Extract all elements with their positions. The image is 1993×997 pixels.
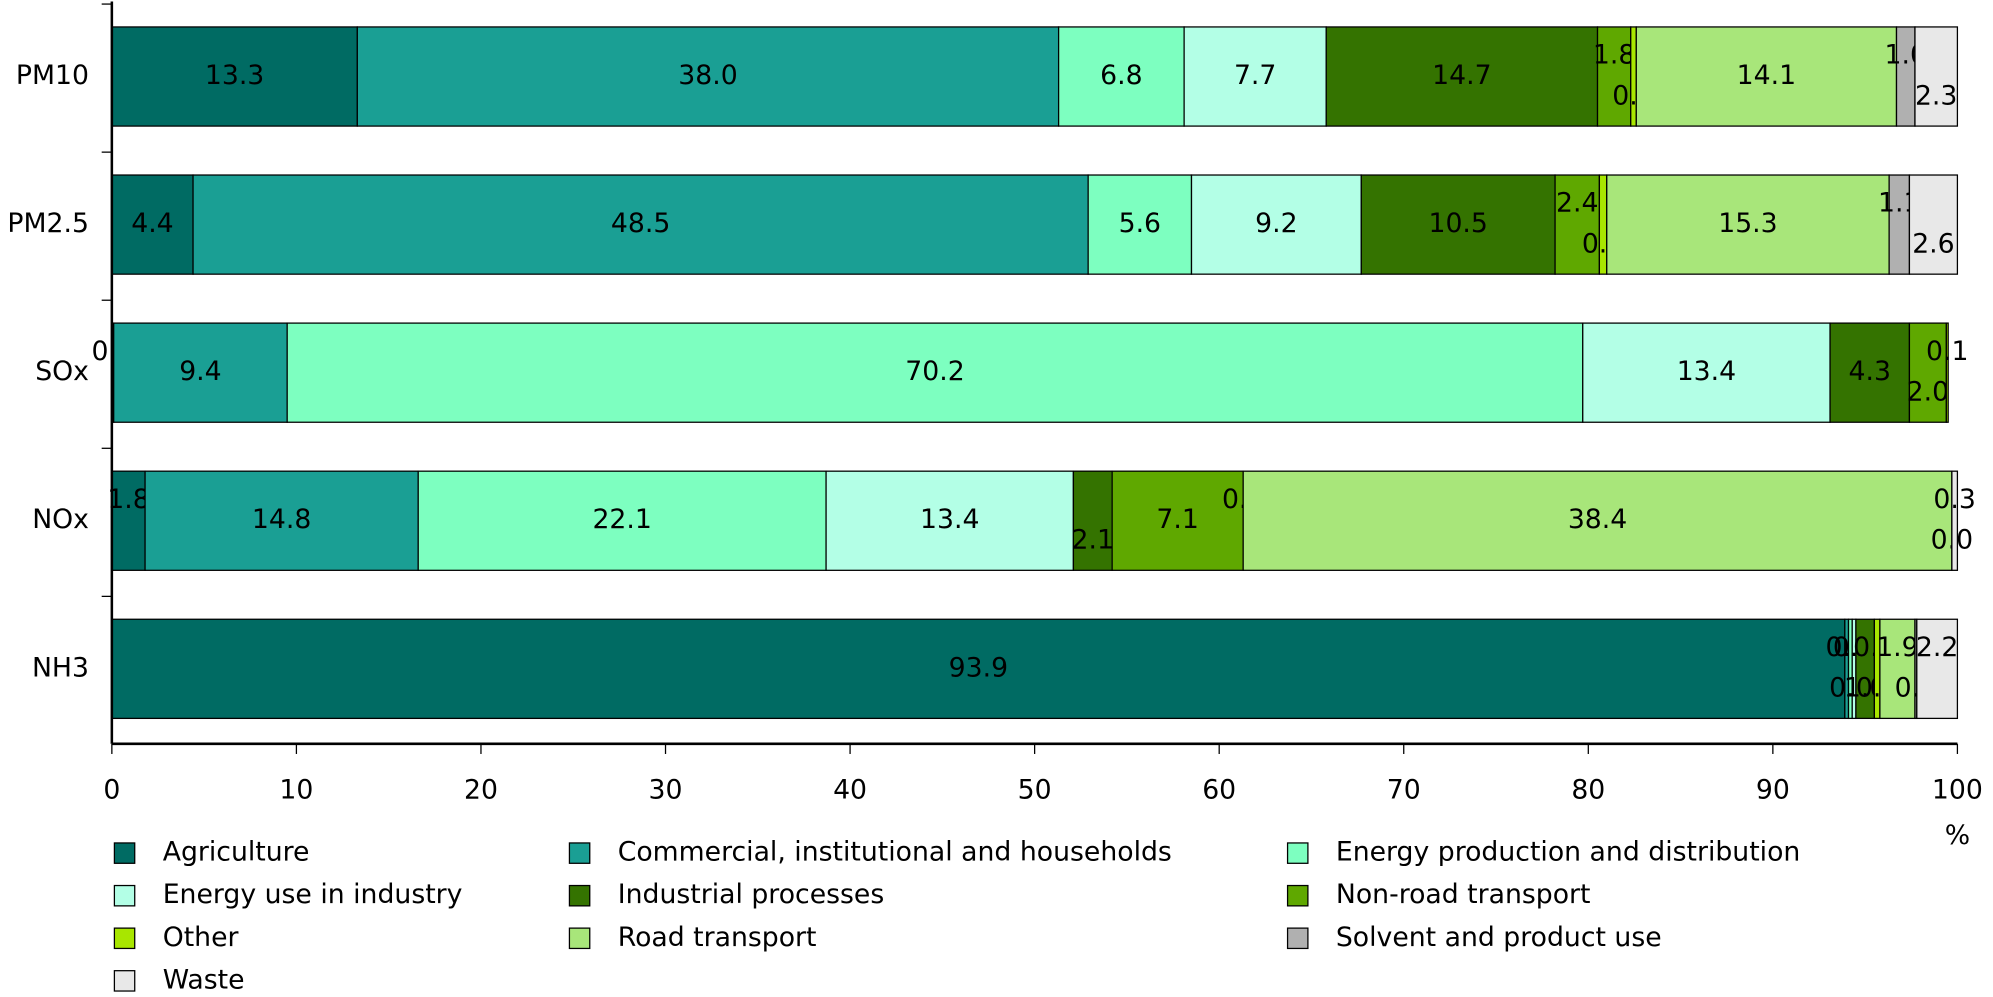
y-tick-label: PM10 [16, 60, 89, 91]
value-label: 5.6 [1119, 208, 1161, 239]
value-label: 22.1 [592, 504, 651, 535]
bar-segment [286, 322, 1584, 423]
legend-swatch [568, 842, 591, 864]
bar-segment [1951, 470, 1959, 571]
x-tick-label: 50 [1018, 774, 1052, 805]
legend-swatch [1286, 842, 1309, 864]
x-tick-label: 0 [103, 774, 120, 805]
x-unit: % [1945, 820, 1970, 851]
bar-segment [1914, 26, 1959, 127]
x-tick-label: 60 [1202, 774, 1236, 805]
value-label: 15.3 [1718, 208, 1777, 239]
bar-segment [113, 322, 288, 423]
legend-label: Road transport [618, 922, 817, 953]
value-label: 93.9 [949, 652, 1008, 683]
bar-segment [1916, 618, 1959, 720]
legend-swatch [568, 927, 591, 950]
bar-segment [1908, 174, 1959, 275]
value-label: 0.1 [1926, 336, 1968, 367]
x-tick-label: 20 [464, 774, 498, 805]
legend-label: Waste [163, 964, 245, 995]
value-label: 48.5 [611, 208, 670, 239]
legend-swatch [113, 884, 136, 907]
bar-segment [1879, 618, 1916, 720]
x-tick-label: 30 [649, 774, 683, 805]
value-label: 1.8 [107, 484, 149, 515]
legend-label: Solvent and product use [1336, 922, 1662, 953]
value-label: 13.4 [1677, 356, 1736, 387]
value-label: 13.3 [205, 60, 264, 91]
y-tick-label: SOx [35, 356, 89, 387]
value-label: 1.9 [1876, 632, 1918, 663]
legend-swatch [568, 884, 591, 907]
legend-swatch [113, 927, 136, 950]
bar-segment [111, 26, 358, 127]
x-tick-label: 90 [1756, 774, 1790, 805]
value-label: 38.0 [678, 60, 737, 91]
legend-swatch [113, 970, 136, 992]
legend-label: Energy production and distribution [1336, 837, 1800, 868]
value-label: 4.4 [131, 208, 173, 239]
bar-segment [1582, 322, 1831, 423]
value-label: 7.7 [1234, 60, 1276, 91]
bar-segment [1190, 174, 1362, 275]
bar-segment [111, 618, 1846, 720]
legend-swatch [113, 842, 136, 864]
bar-segment [825, 470, 1075, 571]
value-label: 2.1 [1072, 525, 1114, 556]
bar-segment [1087, 174, 1193, 275]
value-label: 70.2 [905, 356, 964, 387]
value-label: 14.7 [1432, 60, 1491, 91]
value-label: 38.4 [1568, 504, 1627, 535]
value-label: 6.8 [1100, 60, 1142, 91]
value-label: 2.6 [1912, 228, 1954, 259]
value-label: 4.3 [1849, 356, 1891, 387]
bar-segment [356, 26, 1060, 127]
legend-label: Non-road transport [1336, 879, 1591, 910]
bar-segment [192, 174, 1089, 275]
legend-label: Agriculture [163, 837, 310, 868]
x-tick-label: 40 [833, 774, 867, 805]
legend-swatch [1286, 884, 1309, 907]
bar-segment [1945, 322, 1949, 423]
bar-segment [144, 470, 419, 571]
bar-segment [1606, 174, 1890, 275]
bar-segment [1242, 470, 1953, 571]
legend-label: Commercial, institutional and households [618, 837, 1172, 868]
value-label: 9.2 [1255, 208, 1297, 239]
value-label: 14.1 [1737, 60, 1796, 91]
y-tick-label: NH3 [32, 652, 89, 683]
value-label: 2.3 [1915, 80, 1957, 111]
x-tick-label: 80 [1571, 774, 1605, 805]
value-label: 2.2 [1916, 632, 1958, 663]
legend-label: Other [163, 922, 239, 953]
bar-segment [1829, 322, 1911, 423]
x-tick-label: 70 [1387, 774, 1421, 805]
legend-label: Industrial processes [618, 879, 885, 910]
value-label: 13.4 [920, 504, 979, 535]
value-label: 7.1 [1156, 504, 1198, 535]
value-label: 0.3 [1933, 484, 1975, 515]
bar-segment [1635, 26, 1898, 127]
y-tick-label: PM2.5 [7, 208, 89, 239]
bar-segment [111, 470, 146, 571]
bar-segment [1057, 26, 1185, 127]
value-label: 10.5 [1428, 208, 1487, 239]
value-label: 2.4 [1556, 188, 1598, 219]
legend-label: Energy use in industry [163, 879, 463, 910]
y-tick-label: NOx [32, 504, 89, 535]
value-label: 2.0 [1907, 377, 1949, 408]
x-tick-label: 10 [279, 774, 313, 805]
legend-swatch [1286, 927, 1309, 950]
value-label: 1.8 [1593, 40, 1635, 71]
bar-segment [417, 470, 827, 571]
value-label: 14.8 [252, 504, 311, 535]
x-tick-label: 100 [1932, 774, 1983, 805]
value-label: 9.4 [179, 356, 221, 387]
